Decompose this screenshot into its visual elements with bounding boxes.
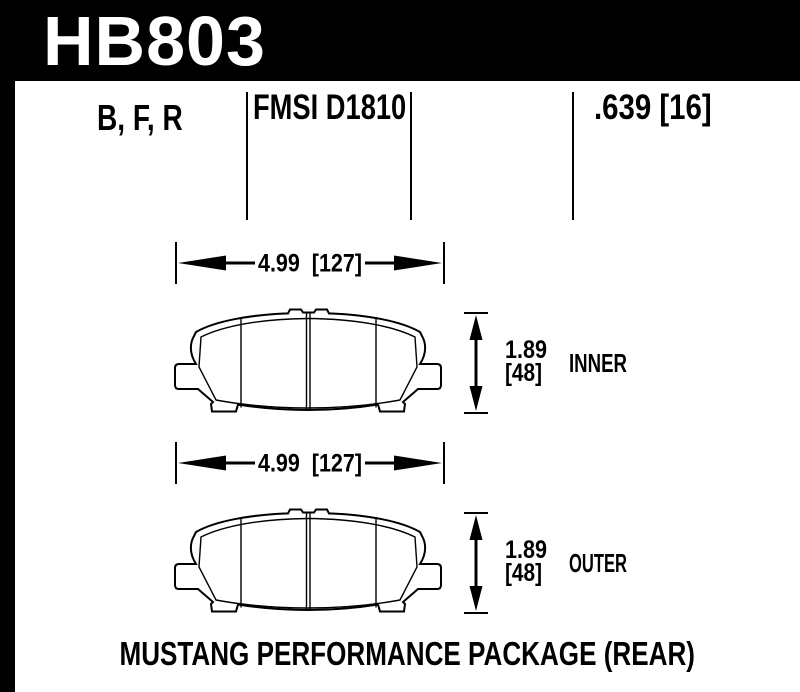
inner-pad-diagram: 4.99 [127] 1.89 [48] INNER — [174, 242, 627, 414]
dimension-arrow-left-icon — [178, 455, 226, 471]
thickness-mm-label: [48] — [505, 359, 542, 387]
pad-friction-outline — [198, 317, 418, 409]
outer-pad-diagram: 4.99 [127] 1.89 [48] OUTER — [174, 442, 627, 614]
spec-divider-line-1 — [246, 92, 248, 220]
dimension-arrow-left-icon — [178, 255, 226, 271]
pad-drawing — [174, 508, 442, 613]
thickness-dimension: 1.89 [48] OUTER — [464, 512, 627, 614]
dimension-arrow-right-icon — [394, 455, 442, 471]
width-dimension-label: 4.99 [127] — [258, 450, 362, 478]
pad-drawing — [174, 308, 442, 413]
header-bar: HB803 — [0, 0, 800, 81]
pad-friction-outline — [198, 517, 418, 609]
thickness-inches-label: 1.89 — [505, 336, 547, 364]
width-dimension-label: 4.99 [127] — [258, 250, 362, 278]
pad-backing-plate-outline — [174, 508, 442, 613]
part-number-title: HB803 — [43, 1, 266, 80]
spec-divider-line-3 — [572, 92, 574, 220]
thickness-dimension: 1.89 [48] INNER — [464, 312, 627, 414]
pad-position-label: INNER — [569, 348, 627, 378]
thickness-mm-label: [48] — [505, 559, 542, 587]
footer: MUSTANG PERFORMANCE PACKAGE (REAR) — [15, 637, 800, 670]
pad-position-label: OUTER — [569, 548, 627, 578]
fmsi-number-label: FMSI D1810 — [253, 88, 407, 127]
pad-backing-plate-outline — [174, 308, 442, 413]
dimension-arrow-down-icon — [469, 386, 483, 411]
pad-thickness-label: .639 [16] — [594, 88, 712, 127]
dimension-arrow-up-icon — [469, 515, 483, 540]
application-label: MUSTANG PERFORMANCE PACKAGE (REAR) — [119, 635, 696, 672]
dimension-arrow-up-icon — [469, 315, 483, 340]
dimension-arrow-right-icon — [394, 255, 442, 271]
thickness-inches-label: 1.89 — [505, 536, 547, 564]
width-dimension: 4.99 [127] — [175, 442, 445, 484]
compound-codes-label: B, F, R — [97, 97, 183, 138]
width-dimension: 4.99 [127] — [175, 242, 445, 284]
left-edge-bar — [0, 0, 15, 692]
dimension-arrow-down-icon — [469, 586, 483, 611]
spec-divider-line-2 — [410, 92, 412, 220]
